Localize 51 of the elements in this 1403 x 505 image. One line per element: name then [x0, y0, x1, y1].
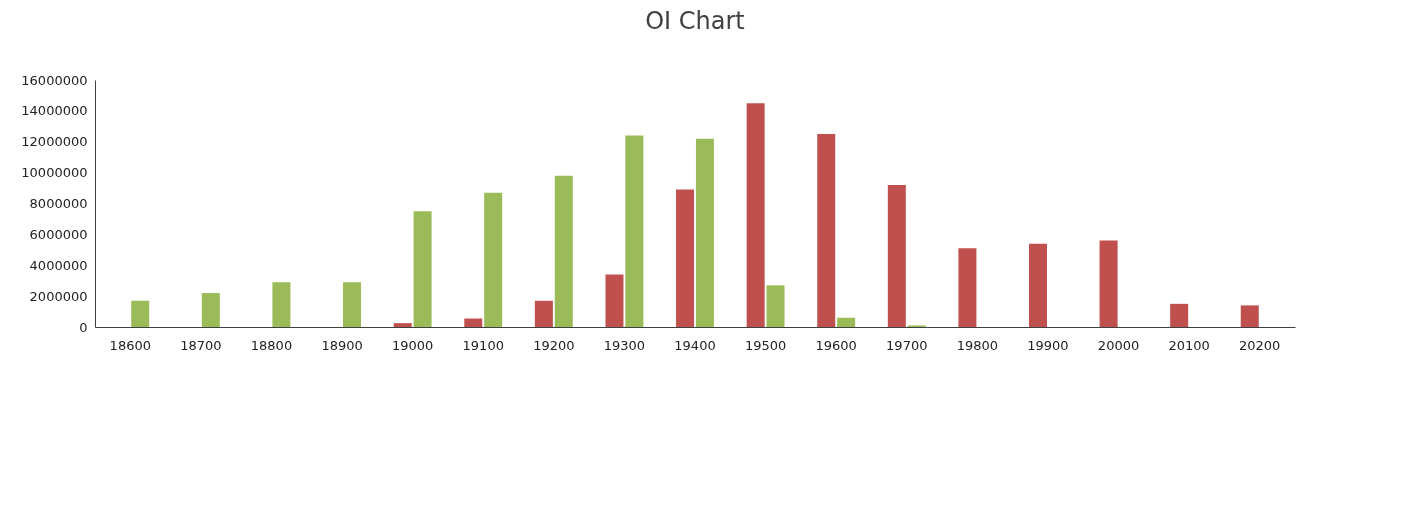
- bar: [625, 135, 644, 327]
- x-tick-label: 19000: [391, 337, 434, 353]
- bar: [695, 138, 714, 327]
- bar: [1170, 303, 1189, 327]
- x-tick-label: 19900: [1027, 337, 1069, 353]
- bar: [837, 317, 856, 327]
- bar: [1099, 240, 1118, 327]
- x-tick-label: 19700: [886, 337, 928, 353]
- y-tick-label: 8000000: [29, 196, 88, 211]
- chart-title: OI Chart: [645, 7, 745, 35]
- y-tick-label: 2000000: [29, 288, 88, 304]
- bar: [1029, 243, 1047, 327]
- y-tick-label: 14000000: [21, 103, 88, 119]
- bar: [393, 323, 412, 327]
- y-tick-label: 4000000: [29, 257, 88, 273]
- bar: [534, 300, 553, 327]
- bar: [766, 285, 785, 327]
- bar: [958, 248, 977, 327]
- x-tick-label: 19100: [462, 337, 504, 353]
- x-tick-label: 19300: [603, 337, 646, 353]
- bar: [817, 134, 836, 327]
- x-tick-label: 19500: [744, 337, 787, 353]
- x-tick-label: 18700: [180, 337, 222, 353]
- y-tick-label: 16000000: [21, 72, 88, 88]
- y-tick-label: 0: [79, 319, 88, 335]
- x-tick-label: 20000: [1097, 337, 1140, 353]
- bar: [746, 103, 765, 327]
- bar: [464, 318, 483, 327]
- x-tick-label: 20200: [1239, 337, 1281, 353]
- x-tick-label: 18800: [250, 337, 293, 353]
- bar: [887, 184, 906, 327]
- bar: [131, 300, 150, 327]
- x-tick-label: 20100: [1168, 337, 1210, 353]
- x-tick-label: 19800: [956, 337, 999, 353]
- x-tick-label: 18600: [109, 337, 151, 353]
- y-tick-label: 10000000: [21, 165, 88, 181]
- bar: [1240, 305, 1259, 327]
- x-tick-label: 18900: [321, 337, 363, 353]
- bar: [676, 189, 695, 327]
- y-tick-label: 6000000: [29, 226, 88, 242]
- bar: [272, 282, 291, 327]
- bar: [413, 211, 432, 327]
- bar: [201, 293, 220, 327]
- bar: [484, 192, 503, 327]
- bar: [605, 274, 624, 327]
- bar: [554, 175, 573, 327]
- bar: [343, 282, 361, 327]
- x-tick-label: 19600: [815, 337, 857, 353]
- x-tick-label: 19400: [674, 337, 716, 353]
- y-tick-label: 12000000: [21, 134, 88, 150]
- x-tick-label: 19200: [533, 337, 575, 353]
